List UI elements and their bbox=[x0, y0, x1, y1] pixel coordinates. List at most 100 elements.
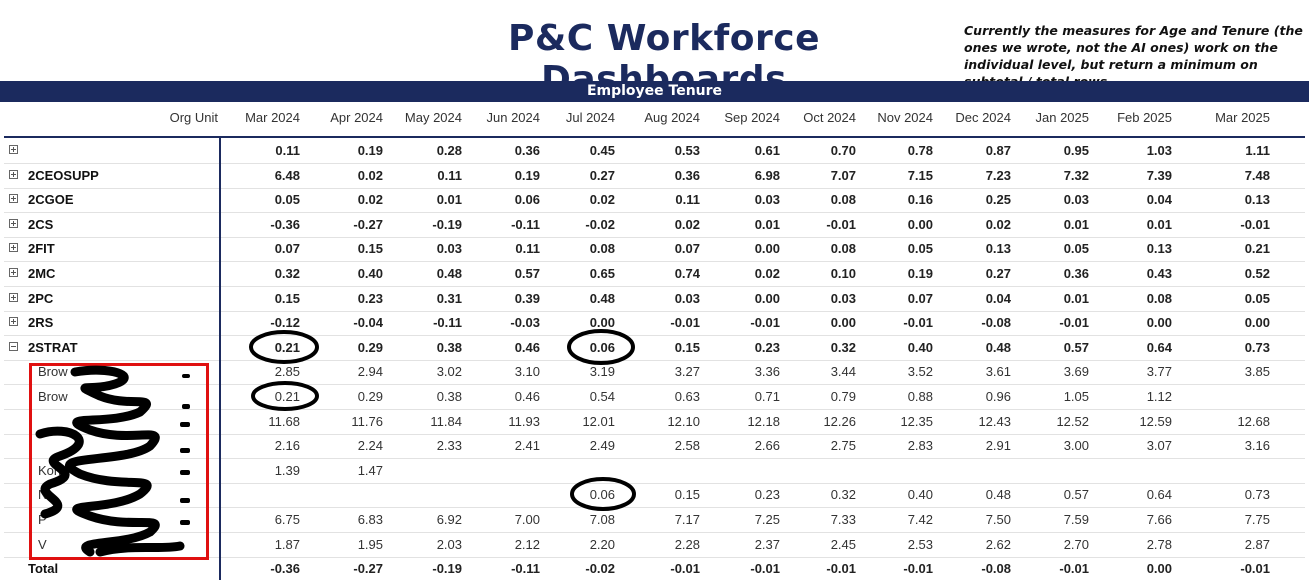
expand-icon[interactable] bbox=[9, 317, 18, 327]
table-cell bbox=[1015, 459, 1089, 483]
table-cell bbox=[541, 459, 615, 483]
table-cell: 7.25 bbox=[754, 512, 780, 527]
table-cell: 0.57 bbox=[514, 266, 540, 281]
table-cell bbox=[466, 483, 540, 507]
column-header[interactable]: Jul 2024 bbox=[565, 110, 615, 125]
expand-icon[interactable] bbox=[9, 169, 18, 179]
table-cell: 6.98 bbox=[754, 167, 780, 183]
table-cell: -0.01 bbox=[670, 315, 700, 331]
table-cell: 7.50 bbox=[985, 512, 1011, 527]
column-header[interactable]: Mar 2025 bbox=[1215, 110, 1270, 125]
table-cell: 0.48 bbox=[985, 487, 1011, 503]
table-cell: 7.15 bbox=[907, 167, 933, 183]
table-cell: 0.01 bbox=[436, 192, 462, 208]
table-cell: -0.36 bbox=[270, 216, 300, 232]
table-cell: 0.00 bbox=[754, 241, 780, 257]
table-cell: 3.07 bbox=[1146, 438, 1172, 454]
table-cell: -0.01 bbox=[1240, 561, 1270, 577]
table-cell: 0.01 bbox=[1063, 290, 1089, 306]
table-row: 2CGOE 0.05 0.02 0.01 0.06 0.02 0.11 0.03 0.08 0.1… bbox=[4, 188, 1305, 214]
table-row: Brow 0.21 0.29 0.38 0.46 0.54 0.63 0.71 0.79 0.88… bbox=[4, 385, 1305, 410]
table-cell bbox=[1196, 385, 1270, 409]
column-header[interactable]: Mar 2024 bbox=[245, 110, 300, 125]
row-label: Brow bbox=[38, 364, 68, 380]
collapse-icon[interactable] bbox=[9, 341, 18, 351]
table-cell: 2.12 bbox=[514, 536, 540, 552]
table-cell bbox=[1098, 459, 1172, 483]
table-cell: 2.87 bbox=[1244, 536, 1270, 552]
table-row: P 6.75 6.83 6.92 7.00 7.08 7.17 7.25 7.33 7.42 7.5… bbox=[4, 508, 1305, 533]
table-cell bbox=[706, 459, 780, 483]
table-cell: 2.45 bbox=[830, 536, 856, 552]
table-cell: 0.00 bbox=[589, 315, 615, 331]
table-cell: 0.65 bbox=[589, 266, 615, 281]
table-cell: 7.75 bbox=[1244, 512, 1270, 527]
expand-icon[interactable] bbox=[9, 268, 18, 277]
table-cell: 6.83 bbox=[357, 512, 383, 527]
row-label: 2FIT bbox=[28, 241, 55, 257]
table-cell: 0.08 bbox=[830, 192, 856, 208]
table-cell: -0.01 bbox=[826, 216, 856, 232]
table-cell: 0.40 bbox=[907, 487, 933, 503]
table-cell: 7.32 bbox=[1063, 167, 1089, 183]
table-cell: 0.36 bbox=[1063, 266, 1089, 281]
table-cell: 0.05 bbox=[907, 241, 933, 257]
table-row: 2CEOSUPP 6.48 0.02 0.11 0.19 0.27 0.36 6.98 7.07… bbox=[4, 164, 1305, 189]
table-cell: 0.28 bbox=[436, 143, 462, 158]
table-cell: 11.68 bbox=[268, 413, 300, 429]
table-cell: 0.88 bbox=[907, 389, 933, 404]
table-cell: 0.21 bbox=[274, 389, 300, 404]
expand-icon[interactable] bbox=[9, 243, 18, 253]
column-header[interactable]: Feb 2025 bbox=[1117, 110, 1172, 125]
table-cell: 0.03 bbox=[830, 290, 856, 306]
table-cell: 6.92 bbox=[436, 512, 462, 527]
row-header-divider bbox=[219, 138, 221, 580]
table-cell: 0.87 bbox=[985, 143, 1011, 158]
table-cell: 0.06 bbox=[514, 192, 540, 208]
column-header[interactable]: Apr 2024 bbox=[330, 110, 383, 125]
table-cell: 7.23 bbox=[985, 167, 1011, 183]
table-banner: Employee Tenure bbox=[0, 81, 1309, 102]
page-title: P&C Workforce Dashboards bbox=[508, 18, 820, 100]
table-cell: 0.57 bbox=[1063, 339, 1089, 355]
column-header[interactable]: Jan 2025 bbox=[1035, 110, 1090, 125]
table-cell: 0.00 bbox=[1146, 561, 1172, 577]
column-header[interactable]: Oct 2024 bbox=[803, 110, 856, 125]
table-cell: 7.07 bbox=[830, 167, 856, 183]
table-cell: 0.38 bbox=[436, 389, 462, 404]
column-header[interactable]: Sep 2024 bbox=[724, 110, 780, 125]
table-cell bbox=[626, 459, 700, 483]
table-cell: 2.62 bbox=[985, 536, 1011, 552]
column-header[interactable]: Aug 2024 bbox=[644, 110, 700, 125]
table-cell: 0.15 bbox=[674, 487, 700, 503]
table-cell: 1.95 bbox=[357, 536, 383, 552]
column-header[interactable]: Nov 2024 bbox=[877, 110, 933, 125]
table-cell: 2.70 bbox=[1063, 536, 1089, 552]
table-cell: 1.05 bbox=[1063, 389, 1089, 404]
table-cell: -0.11 bbox=[511, 561, 540, 577]
column-header[interactable]: May 2024 bbox=[404, 110, 462, 125]
expand-icon[interactable] bbox=[9, 194, 18, 204]
expand-icon[interactable] bbox=[9, 218, 18, 228]
table-cell: 1.12 bbox=[1146, 389, 1172, 404]
expand-icon[interactable] bbox=[9, 292, 18, 302]
row-label: 2PC bbox=[28, 290, 54, 306]
table-row: V 1.87 1.95 2.03 2.12 2.20 2.28 2.37 2.45 2.53 2.6… bbox=[4, 533, 1305, 558]
redaction-scribble bbox=[35, 365, 190, 557]
table-cell: 7.48 bbox=[1244, 167, 1270, 183]
table-cell: 12.43 bbox=[978, 413, 1011, 429]
table-cell: 6.75 bbox=[274, 512, 300, 527]
column-header-org-unit[interactable]: Org Unit bbox=[169, 110, 218, 125]
row-label: Total bbox=[28, 561, 59, 577]
table-cell: 12.35 bbox=[900, 413, 933, 429]
table-cell bbox=[1196, 459, 1270, 483]
table-cell: 0.95 bbox=[1063, 143, 1089, 158]
column-header[interactable]: Jun 2024 bbox=[486, 110, 541, 125]
expand-icon[interactable] bbox=[9, 145, 18, 154]
table-cell: -0.11 bbox=[433, 315, 462, 331]
column-header[interactable]: Dec 2024 bbox=[955, 110, 1011, 125]
table-cell: 0.23 bbox=[357, 290, 383, 306]
table-cell: 0.32 bbox=[830, 339, 856, 355]
table-cell: 6.48 bbox=[274, 167, 300, 183]
annotation-note: Currently the measures for Age and Tenur… bbox=[964, 23, 1303, 89]
